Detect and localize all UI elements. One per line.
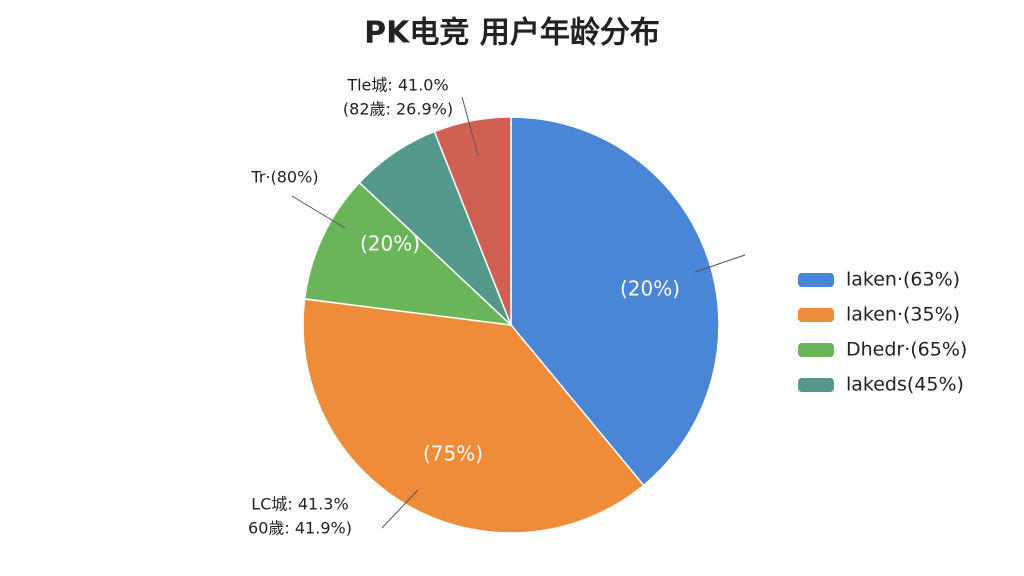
leader-line xyxy=(381,489,419,529)
chart-title: PK电竞 用户年龄分布 xyxy=(364,16,660,51)
legend-label: laken·(35%) xyxy=(846,304,960,326)
annotation: LC城: 41.3% xyxy=(251,495,348,514)
annotation: 60歲: 41.9%) xyxy=(248,519,352,538)
annotation: (82歲: 26.9%) xyxy=(343,100,453,119)
legend-swatch xyxy=(798,273,834,287)
legend-swatch xyxy=(798,308,834,322)
slice-label: (75%) xyxy=(423,442,483,466)
pie-slice xyxy=(303,181,514,327)
legend-swatch xyxy=(798,378,834,392)
legend-swatch xyxy=(798,343,834,357)
legend-label: lakeds(45%) xyxy=(846,374,964,396)
leader-line xyxy=(461,96,479,156)
leader-line xyxy=(291,195,346,229)
annotation: Tr·(80%) xyxy=(250,168,318,187)
pie-slice xyxy=(510,116,720,487)
leader-line xyxy=(694,254,746,273)
pie-slice xyxy=(302,298,645,534)
pie-slice xyxy=(433,116,512,326)
annotation: Tle城: 4⁠1.0% xyxy=(346,76,448,95)
legend-label: Dhedr·(65%) xyxy=(846,339,967,361)
slice-label: (20%) xyxy=(360,232,420,256)
legend-label: laken·(63%) xyxy=(846,269,960,291)
slice-label: (20%) xyxy=(620,277,680,301)
